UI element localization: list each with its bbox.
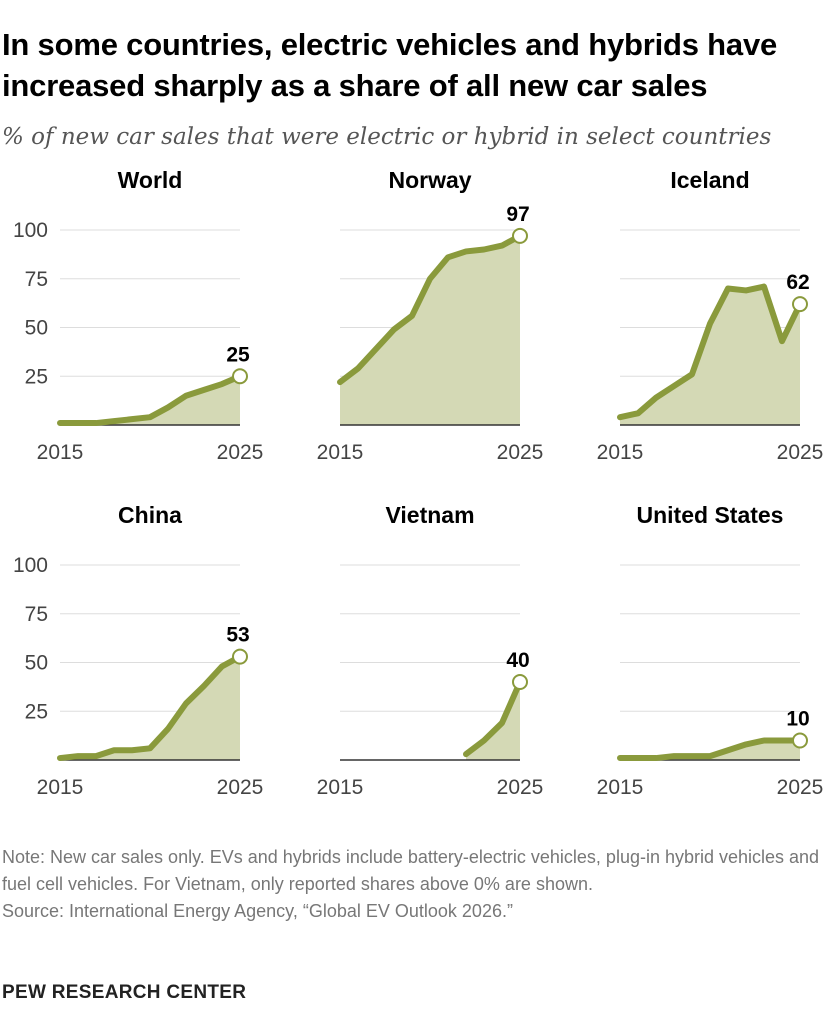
x-tick-label-2025: 2025 xyxy=(497,441,544,464)
end-value-label-world: 25 xyxy=(226,343,250,366)
panel-title-norway: Norway xyxy=(388,170,471,193)
line-china xyxy=(57,653,243,762)
end-marker-vietnam xyxy=(512,674,528,690)
panel-china: 25 50 75 100 53 China 2015 2025 xyxy=(13,502,263,799)
end-value-label-iceland: 62 xyxy=(786,271,809,294)
line-norway xyxy=(337,232,523,386)
line-world xyxy=(57,373,243,427)
y-tick-label-50: 50 xyxy=(25,652,48,675)
y-tick-label-75: 75 xyxy=(25,268,48,291)
y-tick-label-100: 100 xyxy=(13,554,48,577)
y-tick-label-25: 25 xyxy=(25,700,48,723)
line-vietnam xyxy=(463,679,523,758)
panel-title-china: China xyxy=(118,502,182,528)
x-tick-label-2015: 2015 xyxy=(317,441,364,464)
area-norway xyxy=(340,235,520,425)
x-tick-label-2025: 2025 xyxy=(777,776,824,799)
panel-norway: 97 Norway 2015 2025 xyxy=(317,170,544,464)
x-tick-label-2015: 2015 xyxy=(317,776,364,799)
panel-united-states: 10 United States 2015 2025 xyxy=(597,502,824,799)
small-multiples-chart: 25 50 75 100 25 World 2015 2025 97 Norway 2015 2025… xyxy=(13,170,824,799)
x-tick-label-2025: 2025 xyxy=(497,776,544,799)
chart-subtitle: % of new car sales that were electric or… xyxy=(2,124,772,150)
line-united-states xyxy=(617,737,803,762)
end-value-label-vietnam: 40 xyxy=(506,649,529,672)
line-iceland xyxy=(617,283,803,421)
y-tick-label-75: 75 xyxy=(25,603,48,626)
panel-title-united-states: United States xyxy=(637,502,784,528)
panel-vietnam: 40 Vietnam 2015 2025 xyxy=(317,502,544,799)
source-text: Source: International Energy Agency, “Gl… xyxy=(2,901,513,921)
end-marker-united-states xyxy=(792,732,808,749)
x-tick-label-2025: 2025 xyxy=(217,441,264,464)
panel-title-iceland: Iceland xyxy=(670,170,749,193)
y-tick-label-25: 25 xyxy=(25,365,48,388)
end-marker-iceland xyxy=(792,296,808,313)
end-value-label-china: 53 xyxy=(226,624,249,647)
y-tick-label-50: 50 xyxy=(25,317,48,340)
x-tick-label-2025: 2025 xyxy=(217,776,264,799)
chart-title: In some countries, electric vehicles and… xyxy=(2,27,778,103)
area-world xyxy=(60,376,240,425)
end-value-label-norway: 97 xyxy=(506,203,529,226)
panel-title-vietnam: Vietnam xyxy=(385,502,474,528)
x-tick-label-2015: 2015 xyxy=(597,441,644,464)
end-marker-world xyxy=(232,368,248,385)
x-tick-label-2015: 2015 xyxy=(37,776,84,799)
area-iceland xyxy=(620,286,800,425)
x-tick-label-2015: 2015 xyxy=(597,776,644,799)
end-value-label-united-states: 10 xyxy=(786,708,809,731)
end-marker-china xyxy=(232,648,248,665)
area-china xyxy=(60,656,240,760)
end-marker-norway xyxy=(512,227,528,244)
brand-logo-text: PEW RESEARCH CENTER xyxy=(2,982,247,1003)
y-tick-label-100: 100 xyxy=(13,219,48,242)
area-vietnam xyxy=(466,682,520,760)
note-text: Note: New car sales only. EVs and hybrid… xyxy=(2,847,820,894)
x-tick-label-2015: 2015 xyxy=(37,441,84,464)
x-tick-label-2025: 2025 xyxy=(777,441,824,464)
panel-iceland: 62 Iceland 2015 2025 xyxy=(597,170,824,464)
panel-world: 25 50 75 100 25 World 2015 2025 xyxy=(13,170,263,464)
footnote: Note: New car sales only. EVs and hybrid… xyxy=(2,844,832,925)
panel-title-world: World xyxy=(118,170,183,193)
